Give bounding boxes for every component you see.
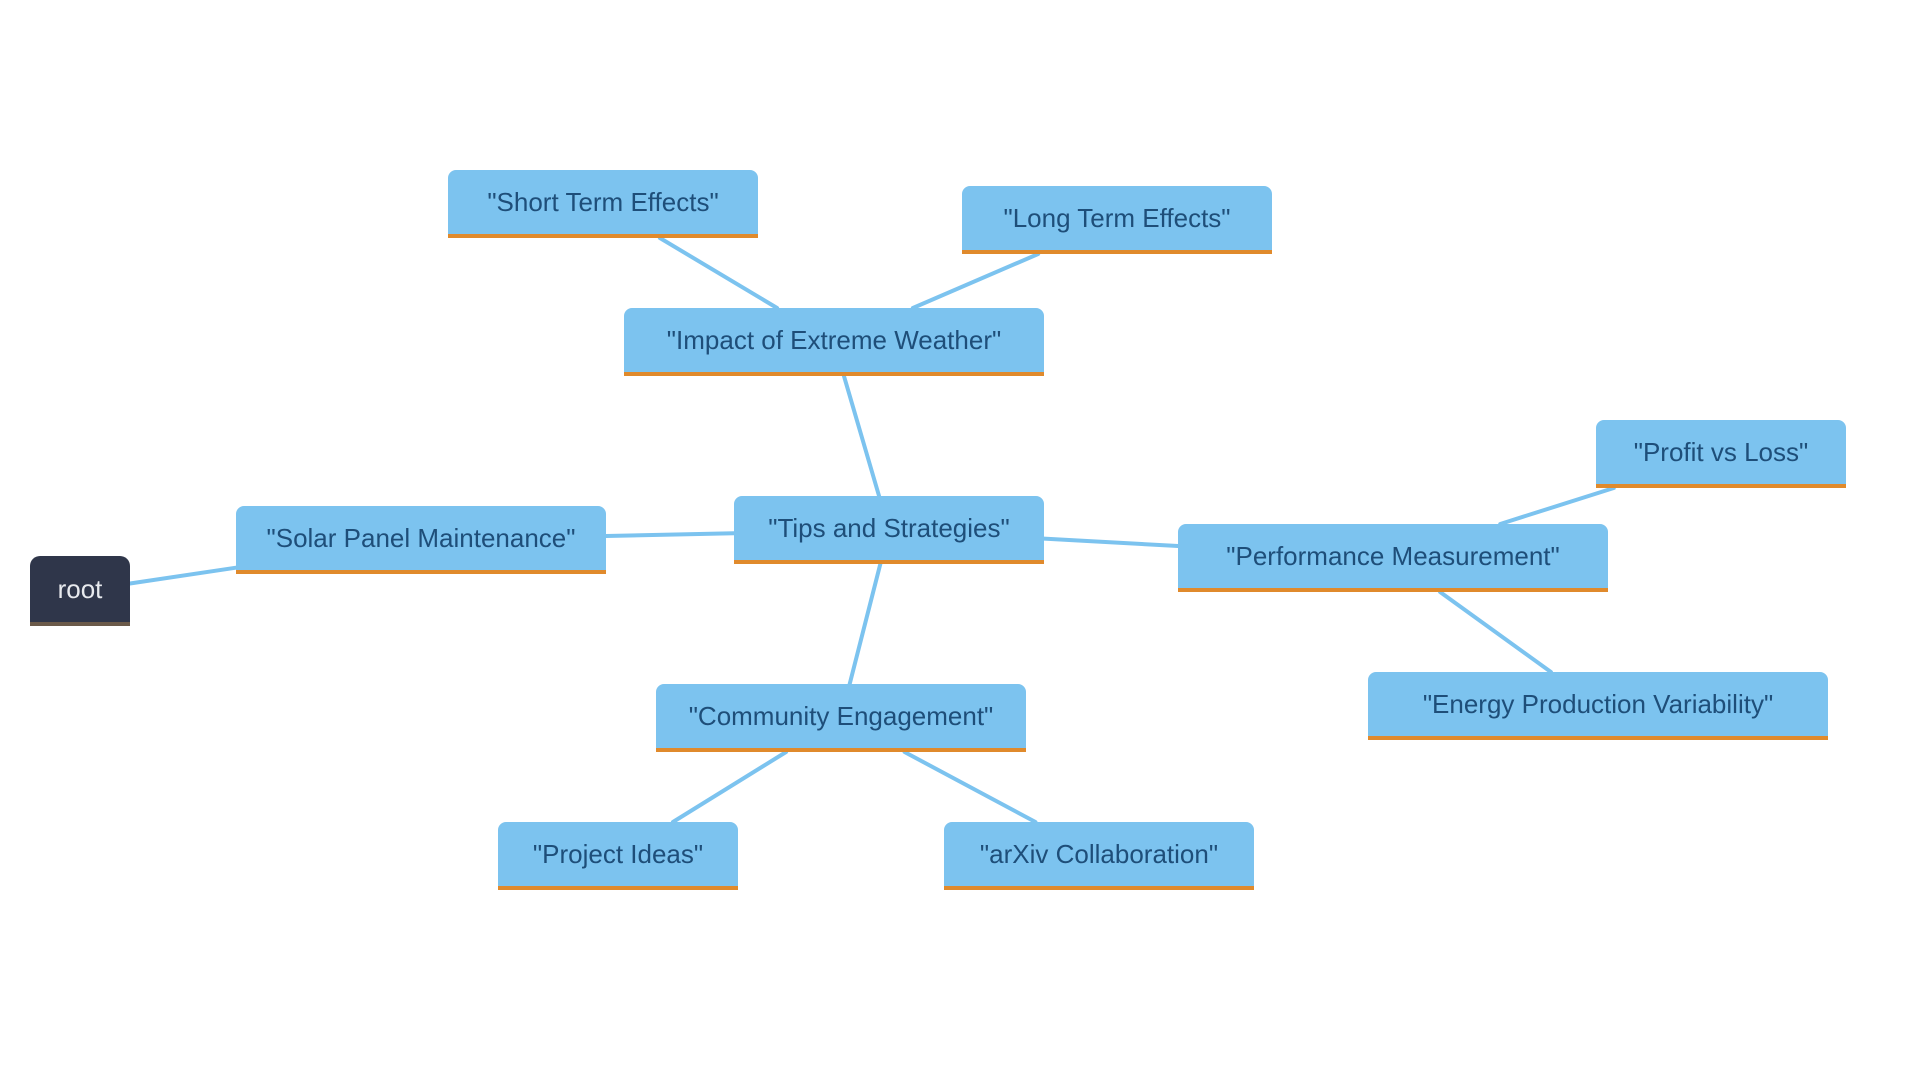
edge-impact-long (913, 254, 1038, 308)
node-energy: "Energy Production Variability" (1368, 672, 1828, 740)
edge-tips-comm (850, 564, 881, 684)
edge-root-maint (130, 568, 236, 584)
node-profit: "Profit vs Loss" (1596, 420, 1846, 488)
edge-tips-impact (844, 376, 879, 496)
node-impact: "Impact of Extreme Weather" (624, 308, 1044, 376)
node-label: "Tips and Strategies" (768, 513, 1010, 544)
node-label: "Impact of Extreme Weather" (667, 325, 1001, 356)
node-label: "Performance Measurement" (1226, 541, 1559, 572)
node-root: root (30, 556, 130, 626)
edge-impact-short (660, 238, 777, 308)
node-perf: "Performance Measurement" (1178, 524, 1608, 592)
edge-perf-energy (1440, 592, 1551, 672)
node-comm: "Community Engagement" (656, 684, 1026, 752)
node-short: "Short Term Effects" (448, 170, 758, 238)
node-label: "Short Term Effects" (487, 187, 718, 218)
node-long: "Long Term Effects" (962, 186, 1272, 254)
node-label: "Project Ideas" (533, 839, 703, 870)
edge-tips-perf (1044, 539, 1178, 546)
node-label: "Energy Production Variability" (1423, 689, 1773, 720)
edge-maint-tips (606, 533, 734, 536)
node-label: root (58, 574, 103, 605)
node-maint: "Solar Panel Maintenance" (236, 506, 606, 574)
edge-perf-profit (1500, 488, 1614, 524)
node-arxiv: "arXiv Collaboration" (944, 822, 1254, 890)
node-label: "Long Term Effects" (1003, 203, 1230, 234)
node-label: "Profit vs Loss" (1634, 437, 1809, 468)
node-label: "arXiv Collaboration" (980, 839, 1218, 870)
edge-comm-arxiv (905, 752, 1036, 822)
node-label: "Community Engagement" (689, 701, 994, 732)
node-tips: "Tips and Strategies" (734, 496, 1044, 564)
node-label: "Solar Panel Maintenance" (267, 523, 576, 554)
edge-comm-proj (673, 752, 786, 822)
node-proj: "Project Ideas" (498, 822, 738, 890)
diagram-canvas: root "Solar Panel Maintenance" "Tips and S… (0, 0, 1920, 1080)
